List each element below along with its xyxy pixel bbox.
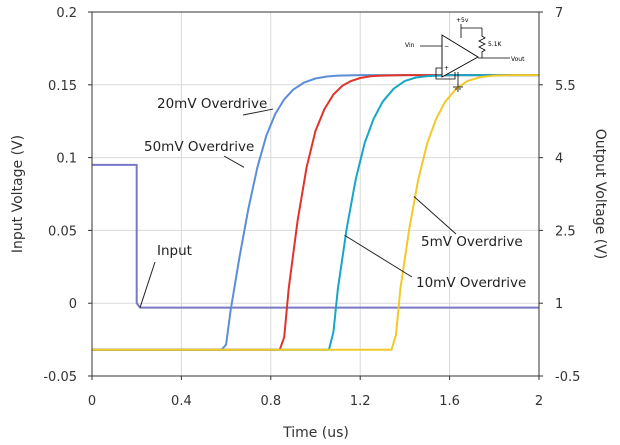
ticks — [88, 11, 543, 380]
series-layer — [92, 74, 539, 351]
annotation-label: Input — [157, 243, 192, 259]
annotation-label: 50mV Overdrive — [144, 139, 254, 155]
comparator-schematic: − + +5v Vin 5.1K Vout — [405, 17, 525, 92]
annotation-leader — [344, 234, 413, 278]
schematic-supply-label: +5v — [456, 17, 469, 24]
x-tick-label: 1.6 — [439, 394, 460, 409]
plot-frame — [91, 11, 540, 377]
schematic-resistor — [478, 28, 486, 58]
series-line-5mv-overdrive — [92, 74, 539, 351]
annotation-leader — [139, 261, 156, 308]
y-tick-label: 0 — [69, 297, 77, 312]
y2-tick-label: 7 — [555, 6, 563, 21]
schematic-opamp — [441, 34, 479, 78]
annotation-leader — [223, 155, 245, 168]
schematic-plus: + — [444, 65, 449, 72]
annotation-leader — [413, 196, 457, 235]
x-axis-title: Time (us) — [282, 425, 349, 441]
x-tick-label: 2 — [535, 394, 543, 409]
y-tick-label: -0.05 — [43, 370, 77, 385]
x-tick-label: 0.4 — [171, 394, 192, 409]
annotation-label: 10mV Overdrive — [416, 275, 526, 291]
schematic-vin-label: Vin — [405, 42, 415, 49]
annotations: 20mV Overdrive 50mV Overdrive Input 5mV Ove… — [139, 96, 526, 308]
series-line-50mv-overdrive — [92, 74, 539, 351]
y-axis-title: Input Voltage (V) — [10, 135, 26, 253]
series-line-10mv-overdrive — [92, 74, 539, 351]
y2-tick-label: 2.5 — [555, 224, 576, 239]
annotation-leader — [242, 108, 274, 116]
annotation-label: 5mV Overdrive — [421, 234, 523, 250]
y-tick-label: 0.1 — [56, 152, 77, 167]
y-tick-label: 0.2 — [56, 6, 77, 21]
x-tick-label: 0.8 — [260, 394, 281, 409]
schematic-resistor-label: 5.1K — [488, 41, 503, 48]
x-tick-label: 1.2 — [350, 394, 371, 409]
series-line-20mv-overdrive — [92, 74, 539, 351]
y2-axis-title: Output Voltage (V) — [592, 129, 608, 260]
schematic-vout-label: Vout — [511, 56, 525, 63]
y-tick-label: 0.15 — [48, 79, 77, 94]
y2-tick-label: 4 — [555, 152, 563, 167]
schematic-minus: − — [444, 43, 449, 50]
series-line-input — [92, 163, 539, 309]
y2-tick-label: -0.5 — [555, 370, 580, 385]
y2-tick-label: 5.5 — [555, 79, 576, 94]
y2-tick-label: 1 — [555, 297, 563, 312]
y-tick-label: 0.05 — [48, 224, 77, 239]
plot-background — [92, 12, 539, 376]
tick-labels: 0 0.4 0.8 1.2 1.6 2 -0.05 0 0.05 0.1 0.15 0.2 -0.5 1 2… — [43, 6, 580, 409]
x-tick-label: 0 — [88, 394, 96, 409]
schematic-ref-wire — [435, 67, 456, 80]
annotation-label: 20mV Overdrive — [157, 96, 267, 112]
